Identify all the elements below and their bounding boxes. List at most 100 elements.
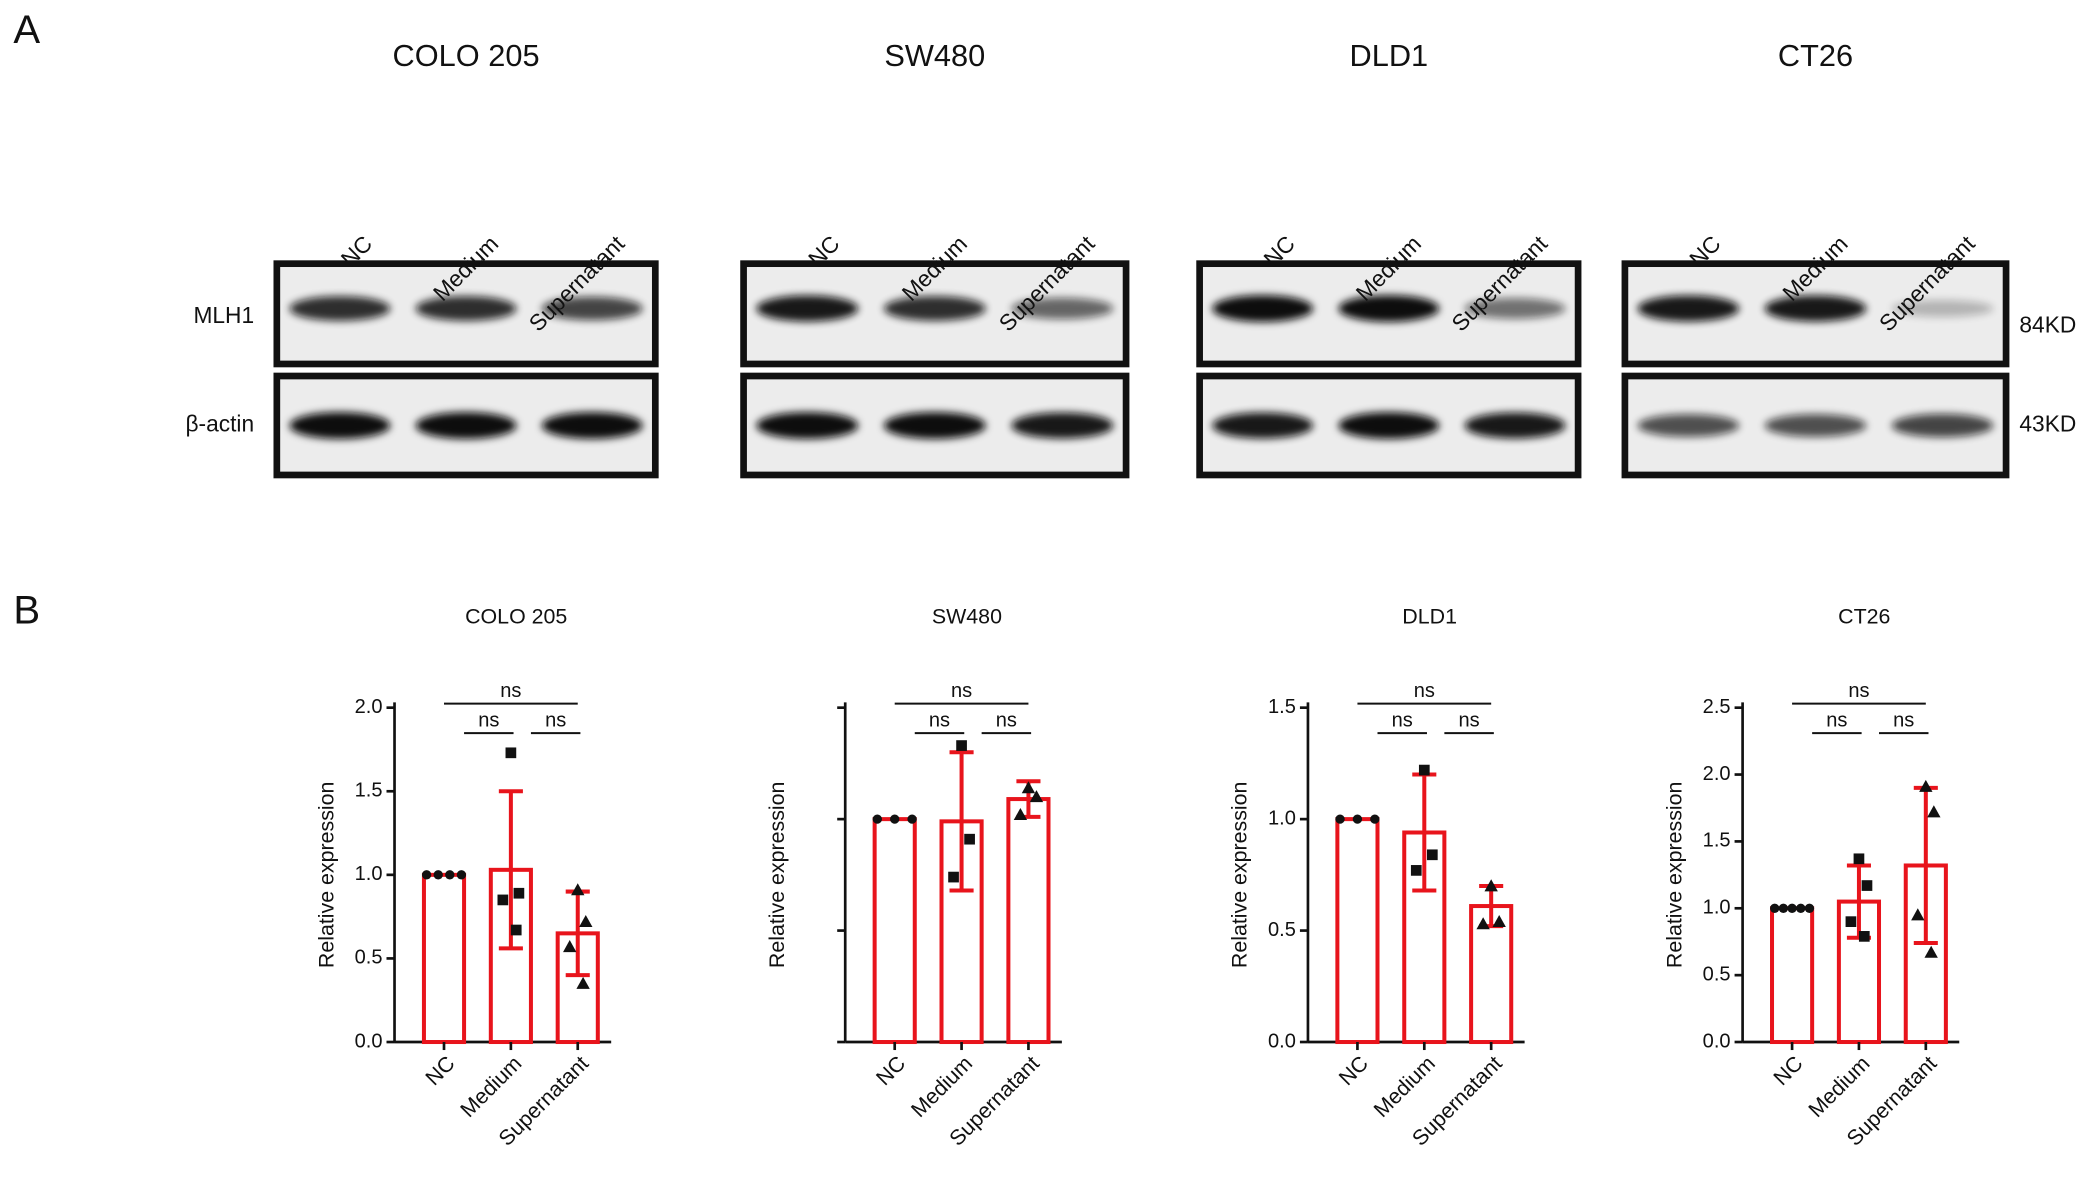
- y-tick-label: 0.5: [1268, 919, 1296, 941]
- data-point: [1335, 814, 1345, 824]
- row-label: β-actin: [185, 410, 254, 436]
- data-point: [1418, 764, 1430, 776]
- data-point: [1845, 916, 1857, 928]
- y-tick-label: 2.0: [1703, 763, 1731, 785]
- x-tick-label: NC: [871, 1051, 910, 1090]
- chart-title: COLO 205: [465, 605, 567, 629]
- bar: [1006, 797, 1051, 1045]
- y-tick-label: 2.0: [355, 696, 383, 718]
- data-point: [1492, 914, 1506, 928]
- chart-title: CT26: [1838, 605, 1890, 629]
- data-point: [1484, 879, 1498, 892]
- blot-band: [1637, 295, 1740, 322]
- blot-band: [756, 295, 859, 322]
- significance-label: ns: [1826, 709, 1847, 731]
- bar: [872, 817, 917, 1045]
- blot-band: [415, 412, 517, 439]
- data-point: [872, 814, 882, 824]
- data-point: [497, 894, 509, 906]
- blot-band: [1212, 295, 1314, 322]
- data-point: [1787, 903, 1797, 913]
- blot-band: [1764, 414, 1867, 437]
- y-tick-label: 1.5: [355, 780, 383, 802]
- y-tick-label: 1.5: [1703, 830, 1731, 852]
- data-point: [1804, 903, 1815, 913]
- blot-band: [1464, 298, 1566, 319]
- y-axis-label: Relative expression: [1662, 782, 1686, 969]
- blot-band: [1891, 300, 1994, 317]
- blot-band: [1338, 295, 1440, 322]
- blot-band: [1637, 414, 1740, 437]
- data-point: [445, 870, 455, 880]
- chart-title: DLD1: [1402, 605, 1457, 629]
- bar: [421, 872, 467, 1045]
- y-tick-label: 1.5: [1268, 696, 1296, 718]
- blot-band: [1011, 297, 1114, 320]
- data-point: [421, 870, 432, 880]
- blot-band: [883, 296, 986, 321]
- blot-band: [541, 412, 643, 439]
- data-point: [1013, 807, 1028, 821]
- x-tick-label: NC: [1769, 1051, 1808, 1090]
- blot-band: [883, 412, 986, 439]
- blot-band: [1464, 412, 1566, 439]
- data-point: [1370, 814, 1380, 824]
- y-tick-label: 0.5: [1703, 963, 1731, 985]
- data-point: [563, 940, 577, 953]
- x-tick-label: NC: [421, 1051, 460, 1090]
- data-point: [513, 887, 525, 899]
- data-point: [505, 747, 517, 759]
- y-tick-label: 2.5: [1703, 696, 1731, 718]
- row-label: MLH1: [193, 302, 254, 328]
- y-tick-label: 0.0: [1703, 1030, 1731, 1052]
- data-point: [890, 814, 900, 824]
- significance-label: ns: [929, 709, 950, 731]
- significance-label: ns: [1848, 680, 1869, 702]
- significance-label: ns: [1893, 709, 1914, 731]
- blot-band: [1011, 412, 1114, 439]
- data-point: [964, 833, 975, 845]
- panel-label: A: [13, 7, 40, 52]
- data-point: [907, 814, 917, 824]
- data-point: [1853, 853, 1865, 865]
- data-point: [956, 740, 967, 751]
- significance-label: ns: [500, 680, 521, 702]
- y-axis-label: Relative expression: [314, 782, 338, 969]
- x-tick-label: NC: [1334, 1051, 1373, 1090]
- blot-band: [1338, 412, 1440, 439]
- data-point: [1476, 917, 1490, 930]
- data-point: [510, 924, 522, 936]
- bar: [1770, 906, 1815, 1045]
- data-point: [576, 976, 590, 989]
- y-axis-label: Relative expression: [1228, 782, 1252, 969]
- data-point: [1770, 903, 1780, 913]
- data-point: [433, 870, 443, 880]
- y-tick-label: 1.0: [1703, 897, 1731, 919]
- size-label: 84KD: [2019, 312, 2076, 338]
- blot-title: DLD1: [1350, 38, 1429, 73]
- blot-title: SW480: [884, 38, 985, 73]
- panel-label: B: [13, 587, 40, 632]
- data-point: [1919, 779, 1933, 792]
- significance-label: ns: [1392, 709, 1413, 731]
- significance-label: ns: [1459, 709, 1480, 731]
- data-point: [579, 914, 593, 928]
- y-tick-label: 0.0: [1268, 1030, 1296, 1052]
- data-point: [1410, 865, 1422, 876]
- blot-band: [1212, 412, 1314, 439]
- data-point: [948, 871, 959, 883]
- blot-band: [1891, 413, 1994, 438]
- y-tick-label: 0.5: [355, 947, 383, 969]
- blot-band: [1764, 295, 1867, 322]
- significance-label: ns: [545, 709, 566, 731]
- significance-label: ns: [951, 680, 972, 702]
- blot-band: [415, 296, 517, 321]
- y-axis-label: Relative expression: [765, 782, 789, 969]
- y-tick-label: 1.0: [1268, 807, 1296, 829]
- y-tick-label: 0.0: [355, 1030, 383, 1052]
- blot-title: COLO 205: [393, 38, 540, 73]
- chart-title: SW480: [932, 605, 1002, 629]
- data-point: [1861, 880, 1873, 891]
- blot-band: [756, 412, 859, 439]
